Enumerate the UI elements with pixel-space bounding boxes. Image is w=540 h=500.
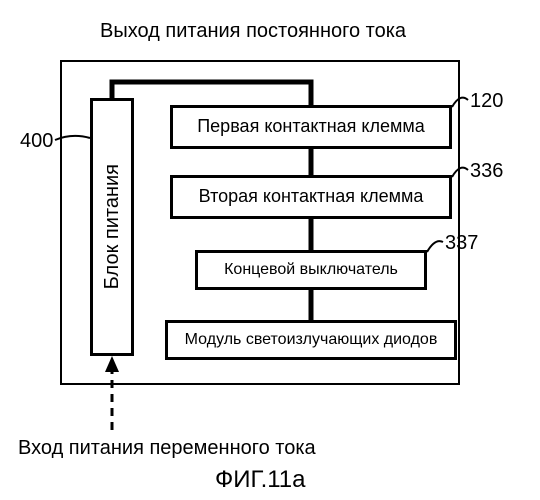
diagram-canvas: Выход питания постоянного тока Блок пита… [0,0,540,500]
ref-400: 400 [20,130,53,153]
limit-switch-block: Концевой выключатель [195,250,427,290]
first-terminal-label: Первая контактная клемма [197,117,425,137]
second-terminal-block: Вторая контактная клемма [170,175,452,219]
psu-block: Блок питания [90,98,134,356]
ref-336: 336 [470,160,503,183]
dc-output-title: Выход питания постоянного тока [100,20,406,43]
limit-switch-label: Концевой выключатель [224,261,398,279]
psu-label: Блок питания [101,164,123,289]
figure-caption: ФИГ.11a [215,466,306,494]
ac-input-label: Вход питания переменного тока [18,437,316,460]
ref-337: 337 [445,232,478,255]
led-module-label: Модуль светоизлучающих диодов [185,331,438,349]
ref-120: 120 [470,90,503,113]
second-terminal-label: Вторая контактная клемма [199,187,424,207]
led-module-block: Модуль светоизлучающих диодов [165,320,457,360]
first-terminal-block: Первая контактная клемма [170,105,452,149]
